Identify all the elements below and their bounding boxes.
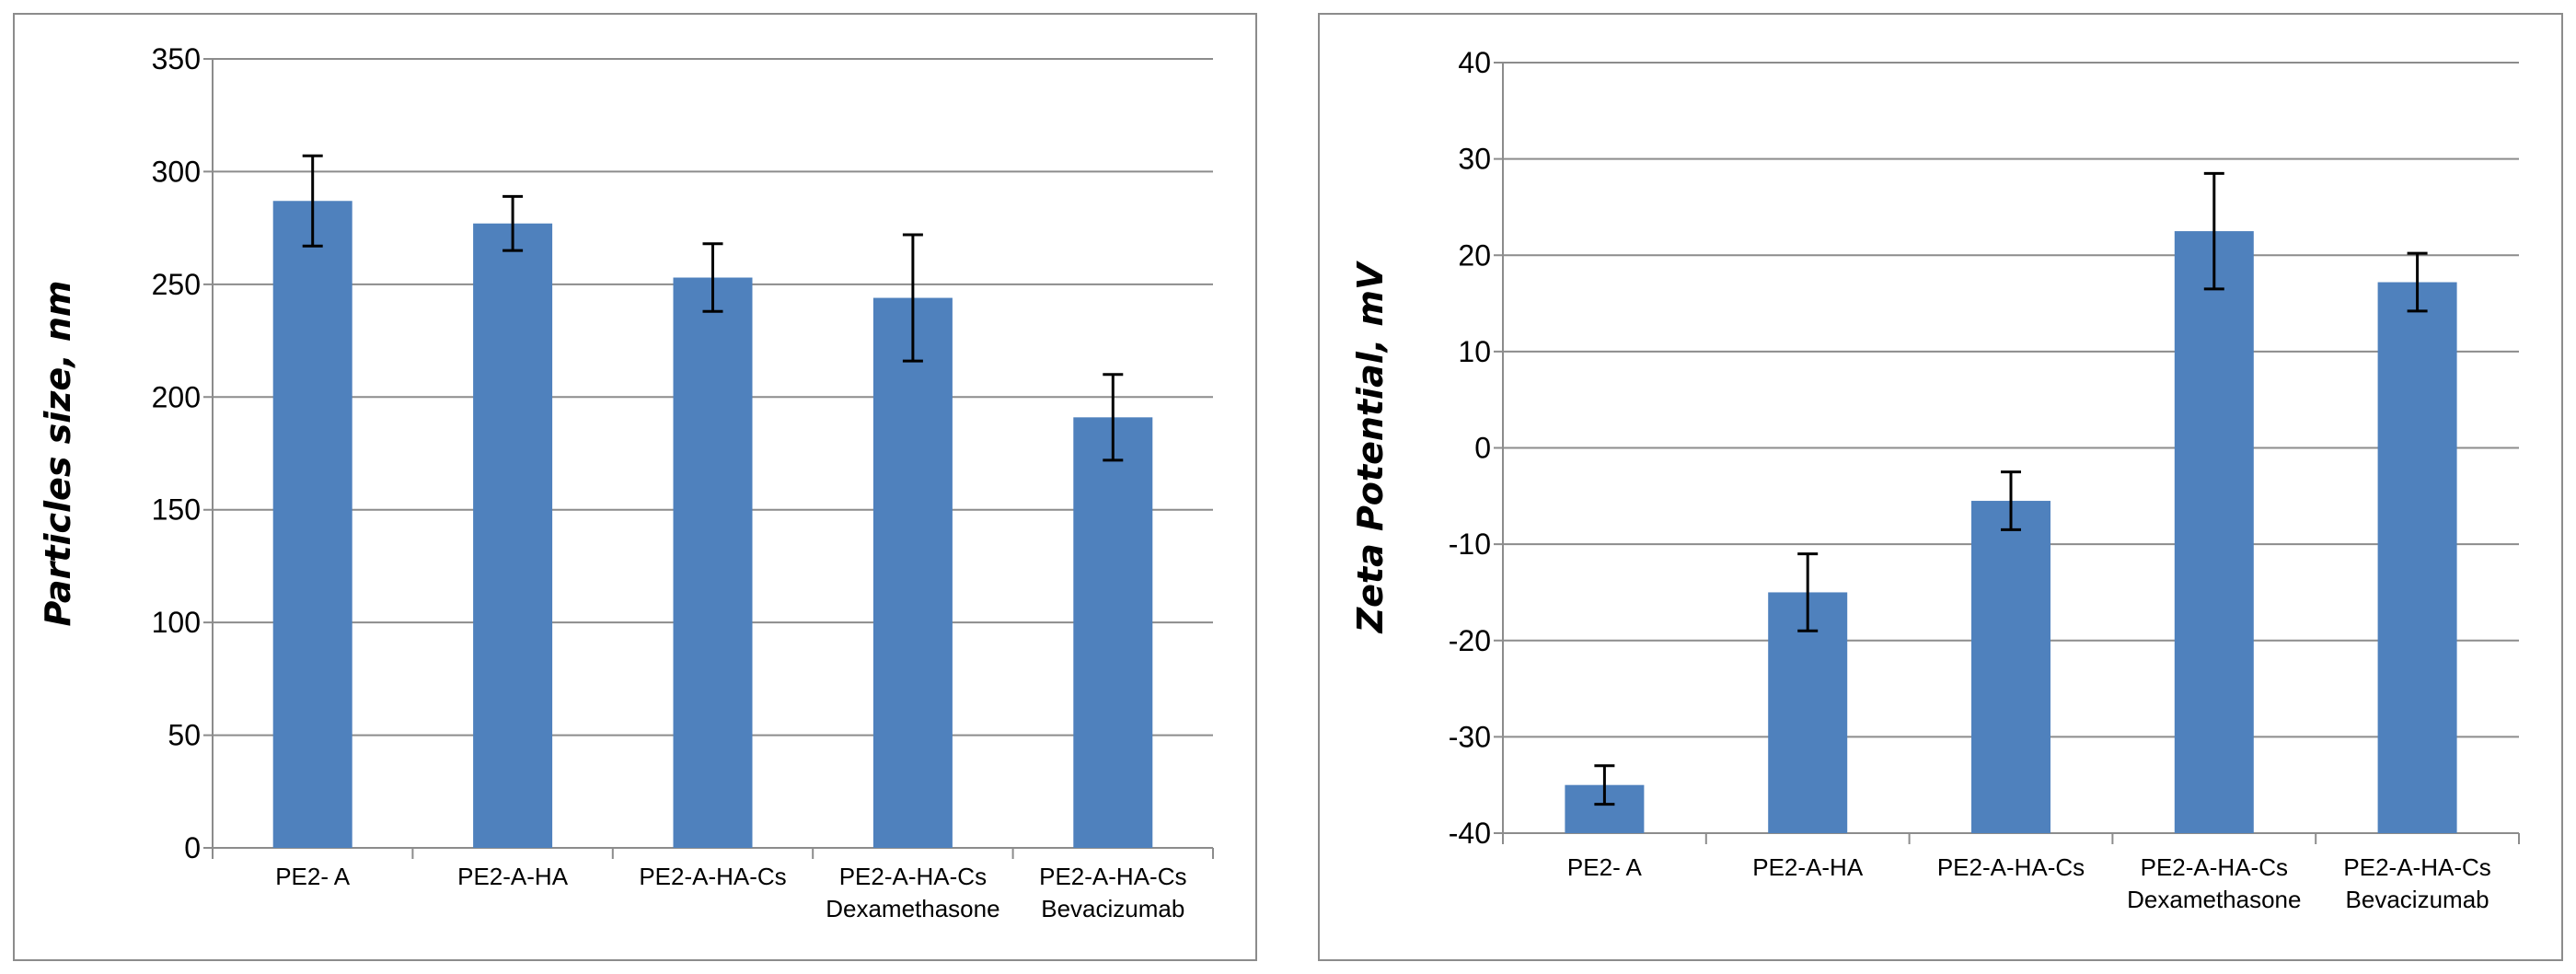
error-bar <box>2001 470 2021 531</box>
particle-size-chart: 0 50 100 150 200 250 300 350 PE2- A PE2-A-HA PE2-A… <box>38 42 1214 922</box>
error-bar <box>2407 251 2428 313</box>
x-category-label: Dexamethasone <box>826 895 999 922</box>
y-tick-label: -40 <box>1449 817 1491 850</box>
y-tick-label: -30 <box>1449 720 1491 753</box>
y-tick-label: 20 <box>1458 238 1491 272</box>
y-tick-label: 40 <box>1458 46 1491 79</box>
bar-zeta-4 <box>2377 282 2457 833</box>
error-bar <box>1594 764 1615 806</box>
y-axis-title: Zeta Potential, mV <box>1350 261 1391 633</box>
x-category-label: PE2-A-HA <box>457 863 569 890</box>
error-bar <box>2203 171 2224 291</box>
bar-size-2 <box>673 277 753 848</box>
zeta-potential-chart-panel: -40 -30 -20 -10 0 10 20 30 40 PE2- A PE2-A-HA PE2-A… <box>1318 13 2563 961</box>
y-axis-title: Particles size, nm <box>38 280 78 626</box>
y-tick-label: 150 <box>152 493 201 527</box>
bar-size-4 <box>1073 417 1153 848</box>
x-category-label: PE2- A <box>1567 853 1643 881</box>
y-tick-label: 0 <box>1474 432 1491 465</box>
x-category-label: PE2-A-HA-Cs <box>1039 863 1186 890</box>
y-tick-label: 0 <box>184 831 201 864</box>
bar-zeta-3 <box>2174 231 2254 833</box>
x-category-label: PE2-A-HA <box>1752 853 1864 881</box>
particle-size-chart-panel: 0 50 100 150 200 250 300 350 PE2- A PE2-A-HA PE2-A… <box>13 13 1257 961</box>
x-category-label: Dexamethasone <box>2127 886 2301 913</box>
y-tick-label: -10 <box>1449 528 1491 561</box>
x-category-label: Bevacizumab <box>1041 895 1184 922</box>
y-tick-label: 300 <box>152 155 201 188</box>
x-category-label: PE2-A-HA-Cs <box>2141 853 2288 881</box>
error-bar <box>302 154 323 248</box>
y-tick-label: 350 <box>152 42 201 75</box>
bar-size-0 <box>272 201 352 848</box>
x-category-label: Bevacizumab <box>2346 886 2489 913</box>
error-bar <box>502 194 524 252</box>
y-tick-labels: 0 50 100 150 200 250 300 350 <box>152 42 201 864</box>
error-bar <box>1797 552 1819 632</box>
bar-size-3 <box>872 297 953 848</box>
y-tick-label: -20 <box>1449 624 1491 657</box>
bar-zeta-2 <box>1971 501 2050 833</box>
y-tick-labels: -40 -30 -20 -10 0 10 20 30 40 <box>1449 46 1491 850</box>
error-bar <box>1103 373 1124 462</box>
y-tick-label: 250 <box>152 268 201 301</box>
error-bar <box>702 242 723 313</box>
bar-zeta-1 <box>1768 592 1848 833</box>
y-tick-label: 10 <box>1458 335 1491 368</box>
zeta-potential-chart: -40 -30 -20 -10 0 10 20 30 40 PE2- A PE2-A-HA PE2-A… <box>1350 46 2520 913</box>
y-tick-label: 200 <box>152 380 201 413</box>
x-category-label: PE2-A-HA-Cs <box>1937 853 2085 881</box>
y-tick-label: 30 <box>1458 143 1491 176</box>
y-tick-label: 100 <box>152 606 201 639</box>
x-category-label: PE2-A-HA-Cs <box>639 863 786 890</box>
x-category-label: PE2-A-HA-Cs <box>2343 853 2490 881</box>
x-category-label: PE2- A <box>275 863 351 890</box>
y-tick-label: 50 <box>167 719 201 752</box>
bar-size-1 <box>473 223 553 848</box>
error-bar <box>902 233 923 363</box>
x-category-label: PE2-A-HA-Cs <box>839 863 987 890</box>
